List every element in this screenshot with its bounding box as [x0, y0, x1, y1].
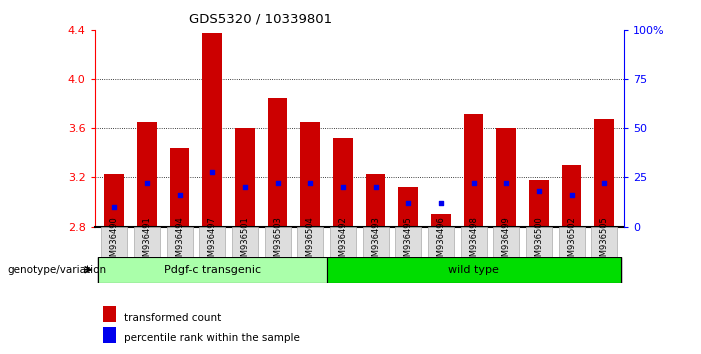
Text: percentile rank within the sample: percentile rank within the sample	[124, 333, 299, 343]
Text: GSM936497: GSM936497	[207, 216, 217, 267]
Point	[174, 192, 185, 198]
Bar	[170, 148, 189, 227]
FancyBboxPatch shape	[461, 227, 486, 257]
Bar	[464, 114, 484, 227]
Text: GSM936496: GSM936496	[437, 216, 445, 267]
Bar	[137, 122, 157, 227]
Text: GSM936504: GSM936504	[306, 216, 315, 267]
Point	[533, 188, 545, 194]
Text: GSM936498: GSM936498	[469, 216, 478, 267]
Text: Pdgf-c transgenic: Pdgf-c transgenic	[164, 265, 261, 275]
Bar	[102, 306, 116, 322]
Text: GSM936490: GSM936490	[110, 216, 118, 267]
Point	[305, 181, 316, 186]
FancyBboxPatch shape	[264, 227, 291, 257]
Bar	[301, 122, 320, 227]
FancyBboxPatch shape	[395, 227, 421, 257]
Point	[272, 181, 283, 186]
Text: GDS5320 / 10339801: GDS5320 / 10339801	[189, 12, 332, 25]
Bar	[203, 33, 222, 227]
Text: genotype/variation: genotype/variation	[7, 265, 106, 275]
FancyBboxPatch shape	[362, 227, 388, 257]
Bar	[398, 187, 418, 227]
Text: GSM936491: GSM936491	[142, 216, 151, 267]
Point	[566, 192, 577, 198]
Point	[142, 181, 153, 186]
Text: wild type: wild type	[448, 265, 499, 275]
Text: GSM936501: GSM936501	[240, 216, 250, 267]
FancyBboxPatch shape	[559, 227, 585, 257]
Text: GSM936494: GSM936494	[175, 216, 184, 267]
Point	[468, 181, 479, 186]
FancyBboxPatch shape	[232, 227, 258, 257]
Point	[501, 181, 512, 186]
Text: GSM936495: GSM936495	[404, 216, 413, 267]
Point	[402, 200, 414, 206]
Point	[109, 204, 120, 210]
Point	[207, 169, 218, 175]
Bar	[104, 174, 124, 227]
Bar	[235, 128, 254, 227]
Text: GSM936502: GSM936502	[567, 216, 576, 267]
Bar	[333, 138, 353, 227]
Text: GSM936493: GSM936493	[371, 216, 380, 267]
Point	[599, 181, 610, 186]
Bar	[496, 128, 516, 227]
Bar	[594, 119, 614, 227]
Bar	[431, 214, 451, 227]
Point	[337, 184, 348, 190]
FancyBboxPatch shape	[494, 227, 519, 257]
FancyBboxPatch shape	[134, 227, 160, 257]
Text: GSM936492: GSM936492	[339, 216, 348, 267]
Bar	[529, 180, 549, 227]
Text: GSM936500: GSM936500	[534, 216, 543, 267]
Text: GSM936505: GSM936505	[600, 216, 608, 267]
FancyBboxPatch shape	[98, 257, 327, 283]
FancyBboxPatch shape	[167, 227, 193, 257]
Bar	[366, 174, 386, 227]
Text: GSM936503: GSM936503	[273, 216, 282, 267]
FancyBboxPatch shape	[428, 227, 454, 257]
FancyBboxPatch shape	[327, 257, 620, 283]
Point	[435, 200, 447, 206]
Bar	[268, 98, 287, 227]
Point	[239, 184, 250, 190]
FancyBboxPatch shape	[199, 227, 225, 257]
Point	[370, 184, 381, 190]
Bar	[562, 165, 581, 227]
FancyBboxPatch shape	[591, 227, 618, 257]
Text: transformed count: transformed count	[124, 313, 221, 323]
Bar	[102, 327, 116, 343]
FancyBboxPatch shape	[101, 227, 128, 257]
FancyBboxPatch shape	[330, 227, 356, 257]
Text: GSM936499: GSM936499	[502, 216, 511, 267]
FancyBboxPatch shape	[297, 227, 323, 257]
FancyBboxPatch shape	[526, 227, 552, 257]
